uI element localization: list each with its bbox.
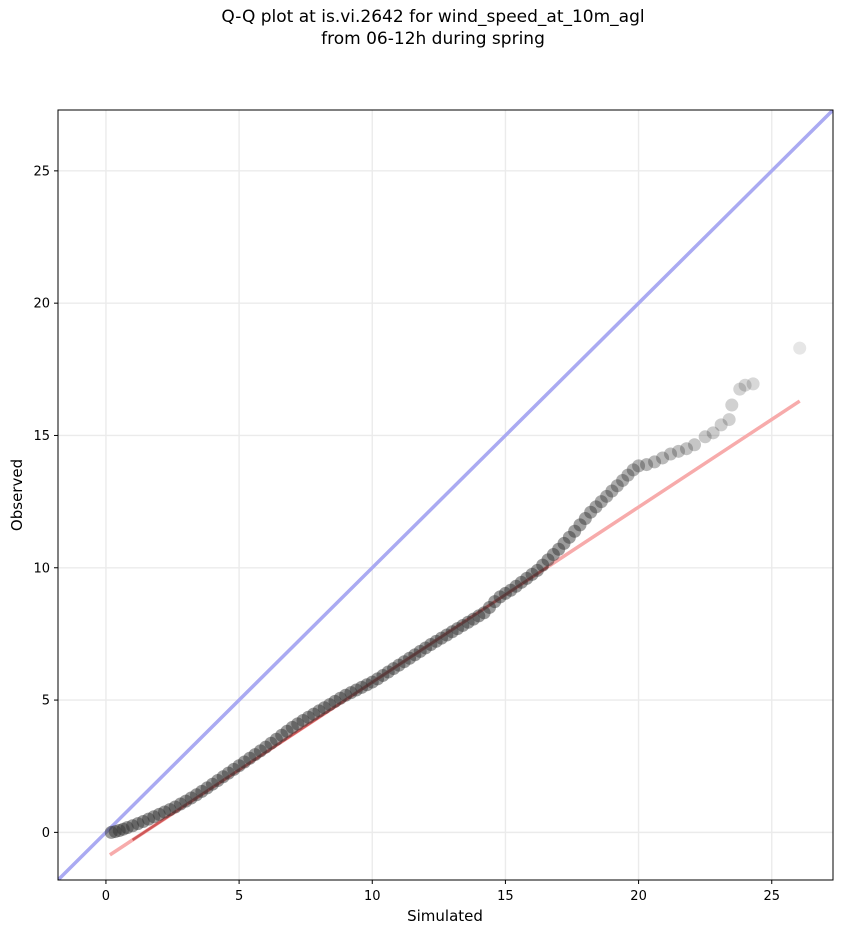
chart-title-line-1: Q-Q plot at is.vi.2642 for wind_speed_at… <box>221 7 645 27</box>
identity-line <box>58 110 833 880</box>
qq-point <box>552 542 566 556</box>
qq-point <box>626 463 640 477</box>
x-tick-label: 25 <box>763 889 780 904</box>
x-tick-label: 0 <box>102 889 110 904</box>
x-tick-label: 5 <box>235 889 243 904</box>
y-tick-label: 5 <box>42 694 50 709</box>
qq-point <box>793 341 807 355</box>
qq-point <box>616 473 630 487</box>
qq-point <box>672 444 686 458</box>
qq-point <box>698 430 712 444</box>
qq-point <box>706 426 720 440</box>
qq-point <box>557 536 571 550</box>
qq-point <box>680 442 694 456</box>
qq-point <box>656 451 670 465</box>
qq-point <box>738 378 752 392</box>
x-axis-label: Simulated <box>407 907 483 925</box>
qq-point <box>664 447 678 461</box>
qq-point <box>589 500 603 514</box>
axis-ticks: 0 5 10 15 20 25 0 5 10 15 20 25 <box>33 164 780 904</box>
qq-point <box>605 484 619 498</box>
qq-point <box>640 458 654 472</box>
qq-point <box>632 459 646 473</box>
qq-point <box>600 489 614 503</box>
qq-point <box>610 479 624 493</box>
qq-point <box>714 418 728 432</box>
y-tick-label: 15 <box>33 429 50 444</box>
qq-point <box>733 382 747 396</box>
qq-point <box>722 413 736 427</box>
y-tick-label: 10 <box>33 561 50 576</box>
y-tick-label: 25 <box>33 164 50 179</box>
y-axis-label: Observed <box>8 459 26 531</box>
chart-title: Q-Q plot at is.vi.2642 for wind_speed_at… <box>0 6 843 50</box>
qq-point <box>573 518 587 532</box>
y-tick-label: 20 <box>33 297 50 312</box>
qq-point <box>746 377 760 391</box>
x-tick-label: 10 <box>364 889 381 904</box>
qq-point <box>562 530 576 544</box>
qq-point <box>594 495 608 509</box>
x-tick-label: 20 <box>630 889 647 904</box>
plot-content <box>58 110 833 880</box>
qq-point <box>688 438 702 452</box>
y-tick-label: 0 <box>42 826 50 841</box>
qq-point <box>584 505 598 519</box>
x-tick-label: 15 <box>497 889 514 904</box>
qq-point <box>725 398 739 412</box>
qq-point <box>621 468 635 482</box>
axes-frame <box>57 109 834 881</box>
qq-point <box>648 455 662 469</box>
qq-point <box>568 524 582 538</box>
chart-title-line-2: from 06-12h during spring <box>321 29 545 49</box>
qq-point <box>578 512 592 526</box>
grid <box>58 110 833 880</box>
